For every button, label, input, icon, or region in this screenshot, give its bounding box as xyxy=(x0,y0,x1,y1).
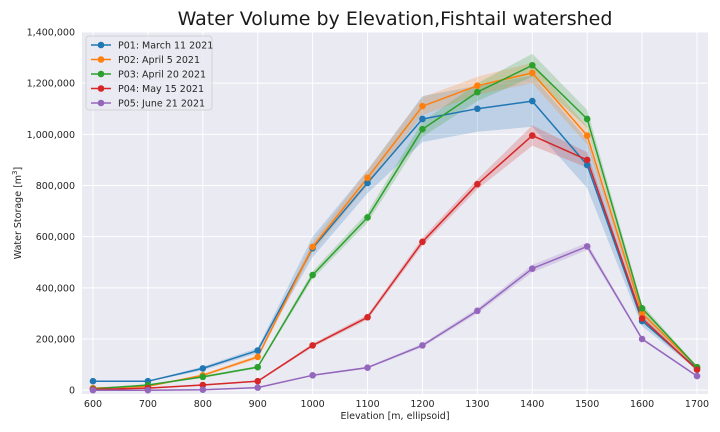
x-tick-label-10: 1600 xyxy=(630,399,654,410)
series-5-point-9 xyxy=(583,243,591,250)
series-4-point-2 xyxy=(199,381,207,389)
x-tick-label-3: 900 xyxy=(249,399,267,410)
series-2-point-7 xyxy=(474,82,481,90)
x-tick-label-11: 1700 xyxy=(685,399,709,410)
series-3-point-10 xyxy=(638,304,646,312)
series-3-line xyxy=(92,64,698,390)
series-5-point-7 xyxy=(474,307,481,315)
x-tick-labels: 600 700 800 900 1000 1100 1200 1300 1400 1500 1600… xyxy=(84,399,709,410)
legend-label-3: P03: April 20 2021 xyxy=(118,70,206,81)
legend-frame xyxy=(85,35,213,111)
confidence-bands xyxy=(93,53,697,391)
y-tick-labels: 0 200,000 400,000 600,000 800,000 1,000,000 1,… xyxy=(27,28,75,397)
series-2-point-9 xyxy=(583,132,591,139)
legend-label-5: P05: June 21 2021 xyxy=(118,99,205,110)
series-2-point-3 xyxy=(254,353,262,361)
x-tick-label-7: 1300 xyxy=(465,399,489,410)
y-tick-label-0: 0 xyxy=(69,386,75,397)
legend-swatch-marker-2 xyxy=(97,56,105,63)
y-axis-label: Water Storage [m3] xyxy=(11,167,24,259)
series-2-point-8 xyxy=(528,69,536,77)
legend: P01: March 11 2021 P02: April 5 2021 P03: … xyxy=(85,35,213,111)
series-5-point-0 xyxy=(89,386,97,394)
series-5-point-11 xyxy=(693,372,701,380)
series-1-point-6 xyxy=(419,115,426,123)
series-3-point-7 xyxy=(474,88,481,96)
series-4-point-11 xyxy=(693,366,701,373)
series-4-point-5 xyxy=(364,313,371,321)
y-tick-label-1: 200,000 xyxy=(36,334,75,345)
x-tick-label-4: 1000 xyxy=(301,399,325,410)
series-1-point-8 xyxy=(528,97,536,105)
series-1-band xyxy=(93,75,697,382)
y-axis-label-text: Water Storage [m xyxy=(13,175,24,259)
series-4-point-9 xyxy=(583,156,591,164)
series-4-point-6 xyxy=(419,238,426,246)
x-tick-label-2: 800 xyxy=(194,399,212,410)
y-tick-label-2: 400,000 xyxy=(36,283,75,294)
series-1-point-2 xyxy=(199,365,207,372)
x-tick-label-6: 1200 xyxy=(410,399,434,410)
series-1-point-9 xyxy=(583,161,591,169)
y-tick-label-7: 1,400,000 xyxy=(27,28,75,39)
y-tick-label-5: 1,000,000 xyxy=(27,130,75,141)
series-4-line xyxy=(92,134,698,391)
series-2-line xyxy=(92,72,698,389)
series-4-point-8 xyxy=(528,132,536,139)
series-5-point-3 xyxy=(254,384,262,391)
x-axis-label: Elevation [m, ellipsoid] xyxy=(340,411,449,422)
series-3-point-6 xyxy=(419,125,426,133)
legend-label-2: P02: April 5 2021 xyxy=(118,55,200,66)
series-5-point-2 xyxy=(199,386,207,393)
x-tick-label-9: 1500 xyxy=(575,399,599,410)
series-3-point-4 xyxy=(309,271,316,279)
series-3-point-3 xyxy=(254,363,262,371)
series-1-point-7 xyxy=(474,105,481,113)
series-1-point-0 xyxy=(89,377,97,385)
legend-swatch-marker-4 xyxy=(97,85,105,92)
series-2-point-10 xyxy=(638,310,646,317)
x-tick-label-0: 600 xyxy=(84,399,102,410)
legend-swatch-marker-1 xyxy=(97,41,105,49)
series-5-line xyxy=(93,245,698,391)
x-tick-label-1: 700 xyxy=(139,399,157,410)
series-5-point-1 xyxy=(144,386,152,394)
legend-swatch-marker-3 xyxy=(97,70,105,78)
x-tick-label-8: 1400 xyxy=(520,399,544,410)
series-5-point-8 xyxy=(528,265,536,272)
series-5-point-10 xyxy=(638,335,646,343)
chart-title: Water Volume by Elevation,Fishtail water… xyxy=(178,8,613,30)
legend-label-1: P01: March 11 2021 xyxy=(118,41,213,52)
legend-label-4: P04: May 15 2021 xyxy=(118,84,204,95)
series-1-line xyxy=(93,100,698,382)
series-3-point-8 xyxy=(528,61,536,69)
y-tick-label-4: 800,000 xyxy=(36,181,75,192)
series-1-point-5 xyxy=(364,179,371,187)
legend-swatch-marker-5 xyxy=(97,99,105,107)
series-5-point-6 xyxy=(419,342,426,349)
y-axis-label-superscript: 3 xyxy=(11,170,19,174)
series-2-point-6 xyxy=(419,102,426,110)
series-4-point-3 xyxy=(254,377,262,385)
series-1-point-3 xyxy=(254,347,262,354)
legend-items: P01: March 11 2021 P02: April 5 2021 P03: … xyxy=(91,41,213,110)
y-axis-label-close: ] xyxy=(13,167,24,171)
series-3-point-5 xyxy=(364,214,371,221)
y-tick-label-6: 1,200,000 xyxy=(27,79,75,90)
series-2-point-4 xyxy=(309,243,316,251)
series-2-point-5 xyxy=(364,174,371,182)
series-5-point-4 xyxy=(309,372,316,379)
series-points xyxy=(89,61,701,394)
x-tick-label-5: 1100 xyxy=(355,399,379,410)
series-4-point-4 xyxy=(309,342,316,349)
series-lines xyxy=(92,64,698,391)
series-5-point-5 xyxy=(364,364,371,371)
series-3-point-9 xyxy=(583,115,591,123)
series-3-point-2 xyxy=(199,373,207,381)
series-4-point-10 xyxy=(638,315,646,322)
y-tick-label-3: 600,000 xyxy=(36,232,75,243)
series-4-point-7 xyxy=(474,180,481,188)
